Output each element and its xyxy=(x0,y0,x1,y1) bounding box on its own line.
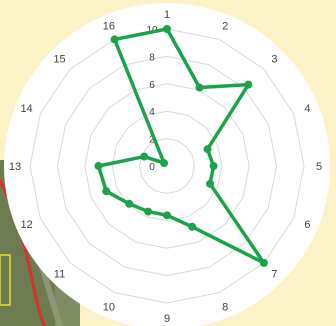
category-label: 8 xyxy=(222,301,228,313)
series-point xyxy=(203,145,212,154)
category-label: 2 xyxy=(222,21,228,33)
category-label: 15 xyxy=(53,54,65,66)
category-label: 11 xyxy=(54,268,65,280)
category-label: 3 xyxy=(271,54,277,66)
series-point xyxy=(163,211,171,220)
category-label: 13 xyxy=(9,161,21,173)
category-label: 1 xyxy=(164,9,170,21)
series-point xyxy=(102,187,111,196)
category-label: 9 xyxy=(164,313,170,325)
grid-ring xyxy=(139,138,195,194)
category-label: 14 xyxy=(20,103,32,115)
series-layer xyxy=(94,25,268,267)
category-label: 6 xyxy=(304,219,310,231)
grid-ring xyxy=(56,55,278,277)
series-point xyxy=(94,162,103,170)
series-point xyxy=(144,207,153,216)
category-label: 12 xyxy=(20,219,32,231)
category-label: 4 xyxy=(304,103,310,115)
radial-tick-label: 6 xyxy=(149,80,155,91)
grid-ring xyxy=(84,83,250,249)
series-point xyxy=(195,83,204,92)
category-label: 10 xyxy=(103,301,115,313)
series-point xyxy=(206,179,215,188)
category-label: 16 xyxy=(103,21,115,33)
series-point xyxy=(125,199,134,208)
series-point xyxy=(259,258,268,267)
series-point xyxy=(163,25,171,33)
series-point xyxy=(244,80,253,89)
series-point xyxy=(209,162,218,170)
grid-ring xyxy=(29,28,305,304)
category-label: 7 xyxy=(271,268,277,280)
series-point xyxy=(188,222,197,231)
radial-tick-label: 0 xyxy=(149,162,155,173)
series-point xyxy=(140,152,149,161)
radial-tick-label: 8 xyxy=(149,52,155,63)
series-point xyxy=(110,35,119,44)
category-label: 5 xyxy=(316,161,322,173)
radial-tick-label: 2 xyxy=(149,135,155,146)
radial-tick-label: 4 xyxy=(149,107,155,118)
series-point xyxy=(160,159,169,168)
